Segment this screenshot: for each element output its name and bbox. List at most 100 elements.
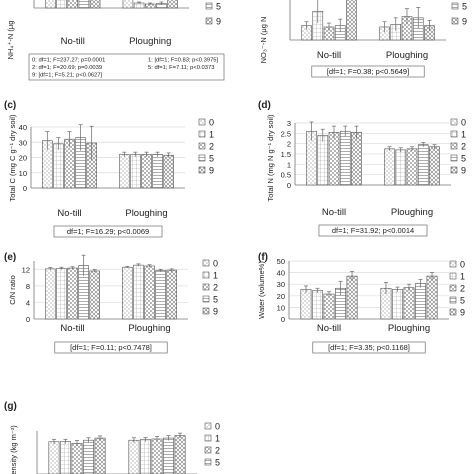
- legend-label: 9: [461, 166, 466, 176]
- legend-swatch: [449, 296, 457, 304]
- legend-label: 0: [209, 118, 214, 128]
- y-tick-label: 0: [23, 184, 27, 193]
- y-tick-label: 0: [26, 315, 30, 324]
- bar: [71, 442, 83, 474]
- x-category-label: Ploughing: [128, 323, 170, 334]
- bar: [144, 265, 155, 320]
- stats-text: [df=1; F=0.11; p<0.7478]: [70, 343, 152, 352]
- legend-label: 5: [462, 2, 467, 12]
- y-axis-label: NO₃⁻-N (μg N: [259, 17, 268, 64]
- stats-text: df=1; F=31.92; p<0.0014: [332, 226, 414, 235]
- stats-box: [311, 65, 425, 78]
- chart-panel-g: density (kg m⁻³) (g) 0 1 2 5: [4, 401, 220, 474]
- y-tick-label: 10: [277, 303, 285, 312]
- legend-swatch: [449, 284, 457, 292]
- y-tick-label: 8: [26, 282, 30, 291]
- legend-label: 5: [216, 2, 221, 12]
- y-axis-label: Total N (mg N g⁻¹ dry soil): [266, 114, 275, 201]
- bar: [78, 0, 90, 9]
- legend-label: 9: [209, 166, 214, 176]
- y-tick-label: 40: [19, 123, 27, 132]
- bar: [119, 154, 130, 189]
- stats-box: [312, 341, 426, 354]
- bar: [155, 270, 166, 320]
- x-category-label: No-till: [57, 208, 81, 219]
- bar: [122, 266, 133, 320]
- stats-box: [28, 53, 225, 81]
- y-tick-label: 40: [277, 269, 285, 278]
- y-axis-label: NH₄⁺-N (μg: [6, 21, 15, 60]
- stats-text: 9: [df=1; F=5.21; p<0.0627]: [32, 73, 102, 79]
- legend-label: 0: [215, 422, 220, 432]
- y-tick-label: 0.5: [281, 171, 291, 180]
- bar: [384, 148, 395, 186]
- chart-panel-b: No-till Ploughing NO₃⁻-N (μg N 5 9 [df=1; F=0…: [259, 0, 467, 78]
- legend-swatch: [204, 434, 212, 442]
- x-category-label: Ploughing: [129, 36, 171, 47]
- legend-label: 9: [216, 17, 221, 27]
- x-category-label: No-till: [317, 50, 341, 61]
- legend-swatch: [451, 2, 459, 10]
- bar: [346, 275, 358, 320]
- bar: [152, 154, 163, 189]
- bar: [141, 154, 152, 189]
- legend-swatch: [198, 130, 206, 138]
- bar: [339, 130, 351, 186]
- bar: [67, 267, 78, 320]
- legend-swatch: [450, 130, 458, 138]
- bar: [317, 135, 329, 186]
- legend-label: 5: [213, 295, 218, 305]
- bar: [45, 268, 56, 320]
- y-axis-label: density (kg m⁻³): [9, 425, 18, 474]
- bar: [140, 439, 151, 474]
- bar: [351, 132, 362, 186]
- x-category-label: Ploughing: [125, 208, 167, 219]
- bar: [166, 269, 177, 320]
- bar: [60, 441, 71, 474]
- bar: [426, 275, 438, 320]
- bar: [323, 293, 335, 320]
- panel-label: (g): [4, 401, 17, 412]
- y-axis-label: Total C (mg C g⁻¹ dry soil): [8, 114, 17, 201]
- stats-text: [df=1; F=0.38; p<0.5649]: [327, 67, 409, 76]
- legend-label: 0: [460, 260, 465, 270]
- y-tick-label: 1.5: [281, 150, 291, 159]
- y-tick-label: 12: [22, 265, 30, 274]
- x-category-label: Ploughing: [391, 207, 433, 218]
- bar: [163, 154, 174, 189]
- legend-swatch: [202, 307, 210, 315]
- y-tick-label: 0: [287, 181, 291, 190]
- legend-label: 0: [461, 118, 466, 128]
- legend-label: 5: [461, 154, 466, 164]
- legend-label: 1: [213, 271, 218, 281]
- bar: [312, 290, 323, 320]
- x-category-label: No-till: [60, 323, 84, 334]
- y-tick-label: 2: [287, 140, 291, 149]
- legend-label: 2: [215, 446, 220, 456]
- legend-label: 5: [460, 296, 465, 306]
- panel-label: (f): [258, 252, 268, 263]
- y-axis-label: C/N ratio: [8, 275, 17, 305]
- legend-swatch: [449, 272, 457, 280]
- bar: [417, 144, 429, 186]
- panel-label: (d): [258, 100, 271, 111]
- bar: [429, 146, 440, 186]
- y-tick-label: 2.5: [281, 129, 291, 138]
- bar: [133, 264, 144, 320]
- legend-swatch: [202, 259, 210, 267]
- y-tick-label: 20: [277, 292, 285, 301]
- bar: [130, 154, 141, 189]
- bar: [328, 132, 340, 186]
- bar: [395, 149, 407, 186]
- y-tick-label: 1: [287, 160, 291, 169]
- bar: [167, 0, 178, 9]
- bar: [53, 143, 64, 189]
- legend-label: 2: [460, 284, 465, 294]
- y-tick-label: 20: [19, 154, 27, 163]
- legend-swatch: [198, 118, 206, 126]
